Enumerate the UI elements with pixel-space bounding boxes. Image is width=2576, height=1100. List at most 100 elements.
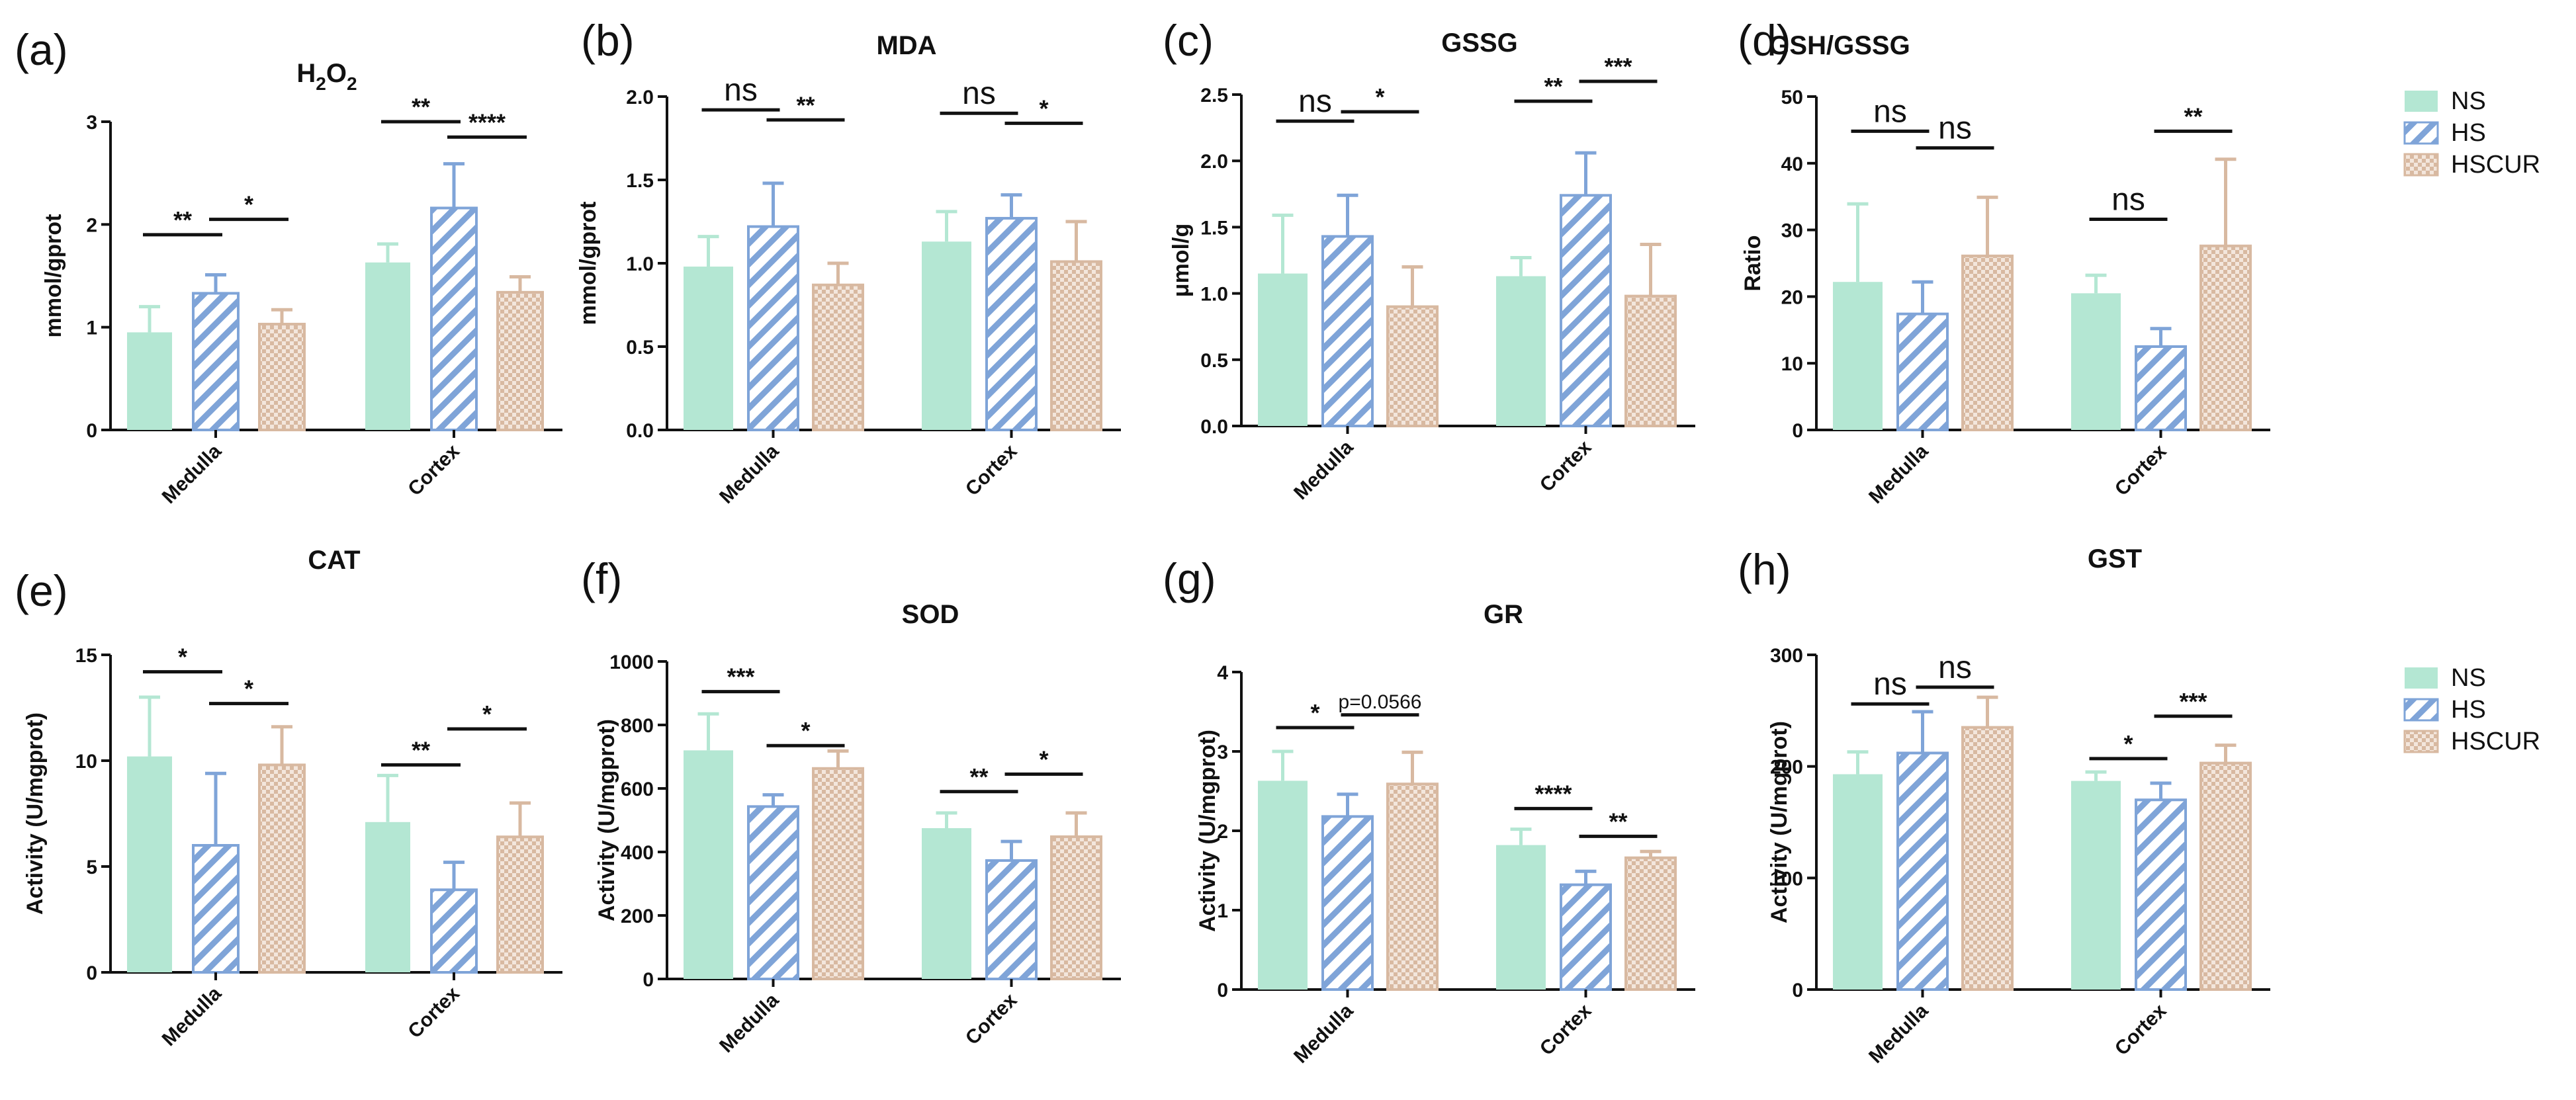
bar-hscur-medulla	[258, 323, 306, 431]
y-tick-label: 0.5	[1200, 350, 1228, 372]
legend-swatch-ns	[2405, 667, 2438, 689]
legend-label: HS	[2451, 119, 2486, 147]
panel-title: H2O2	[296, 59, 357, 94]
chart-panel-7: (g) GR 0 1 2 3 4 Activity (U/mgprot) Medulla Cort…	[1163, 554, 1695, 1068]
significance-label: **	[2184, 103, 2202, 130]
x-tick-label: Medulla	[715, 440, 783, 508]
legend-1: NS HS HSCUR	[2403, 87, 2540, 179]
panel-letter: (f)	[581, 554, 622, 603]
bar-hs-cortex	[1560, 883, 1612, 991]
legend-label: NS	[2451, 87, 2486, 115]
y-tick-label: 1.0	[626, 253, 654, 275]
legend-swatch-ns	[2405, 91, 2438, 112]
significance-label: p=0.0566	[1339, 691, 1422, 713]
bar-ns-medulla	[1258, 273, 1308, 426]
significance-label: *	[1039, 95, 1048, 122]
significance-label: ***	[727, 663, 754, 691]
significance-label: ns	[1873, 94, 1907, 129]
bar-ns-cortex	[365, 822, 410, 972]
significance-label: *	[2123, 730, 2133, 757]
x-tick-label: Medulla	[1290, 436, 1358, 504]
x-tick-label: Cortex	[961, 440, 1022, 500]
bar-ns-medulla	[1833, 282, 1883, 430]
bar-hscur-medulla	[812, 283, 864, 432]
significance-label: ns	[2111, 182, 2145, 217]
significance-label: ****	[468, 108, 506, 136]
y-tick-label: 1.5	[1200, 217, 1228, 239]
chart-panel-4: (d)GSH/GSSG 0 10 20 30 40 50 Ratio Medulla Cortex…	[1738, 16, 2270, 508]
x-tick-label: Cortex	[2111, 999, 2171, 1060]
y-tick-label: 3	[1217, 741, 1228, 763]
panel-title: CAT	[308, 546, 360, 575]
significance-label: **	[1544, 73, 1562, 100]
bar-ns-cortex	[2071, 293, 2121, 430]
panel-letter: (h)	[1738, 545, 1791, 594]
y-tick-label: 0	[1792, 420, 1803, 442]
significance-label: *	[1310, 699, 1319, 726]
bar-ns-cortex	[922, 828, 971, 979]
bar-ns-medulla	[1833, 774, 1883, 990]
bar-ns-cortex	[1496, 845, 1546, 990]
y-tick-label: 200	[1770, 757, 1803, 779]
legend-swatch-hs	[2403, 698, 2439, 722]
y-axis-label: μmol/g	[1169, 224, 1194, 297]
y-tick-label: 50	[1781, 87, 1803, 108]
chart-panel-3: (c) GSSG 0.0 0.5 1.0 1.5 2.0 2.5 μmol/g Medulla Co…	[1163, 16, 1695, 504]
y-tick-label: 400	[621, 842, 654, 864]
bar-hscur-medulla	[1961, 254, 2014, 431]
y-tick-label: 300	[1770, 645, 1803, 667]
y-tick-label: 5	[86, 857, 97, 878]
bar-hscur-cortex	[1624, 294, 1677, 427]
panel-title: SOD	[902, 600, 959, 629]
bar-hs-cortex	[985, 859, 1038, 980]
significance-label: **	[969, 763, 988, 790]
significance-label: ns	[1938, 650, 1972, 685]
bar-ns-medulla	[1258, 781, 1308, 990]
x-tick-label: Cortex	[1536, 999, 1596, 1060]
bar-hs-medulla	[1896, 312, 1949, 431]
x-tick-label: Cortex	[2111, 440, 2171, 500]
x-tick-label: Medulla	[1290, 999, 1358, 1068]
bar-hscur-medulla	[1386, 783, 1439, 991]
bar-hscur-cortex	[1050, 260, 1102, 432]
bar-hscur-cortex	[496, 290, 544, 431]
legends-layer: NS HS HSCUR NS HS HSCUR	[2403, 87, 2540, 755]
y-tick-label: 0.5	[626, 337, 654, 359]
title-subscript: 2	[316, 73, 326, 94]
y-tick-label: 0.0	[1200, 416, 1228, 438]
significance-label: **	[796, 91, 815, 118]
chart-panel-6: (f) SOD 0 200 400 600 800 1000 Activity (U/mgpro…	[581, 554, 1121, 1057]
panel-title: GST	[2088, 544, 2142, 573]
bar-hs-medulla	[747, 805, 799, 980]
y-tick-label: 0	[86, 420, 97, 442]
legend-swatch-hscur	[2403, 730, 2439, 753]
y-tick-label: 20	[1781, 286, 1803, 308]
y-tick-label: 1.5	[626, 170, 654, 192]
bar-hscur-cortex	[1050, 835, 1102, 980]
bar-ns-cortex	[365, 262, 410, 430]
y-axis-label: mmol/gprot	[41, 214, 66, 338]
y-tick-label: 2.5	[1200, 85, 1228, 106]
y-tick-label: 600	[621, 779, 654, 800]
bar-hscur-cortex	[2199, 761, 2252, 992]
y-tick-label: 30	[1781, 220, 1803, 242]
y-tick-label: 1	[86, 317, 97, 339]
panel-title: GSH/GSSG	[1769, 31, 1910, 60]
bar-hscur-cortex	[1624, 856, 1677, 992]
bar-hs-medulla	[747, 225, 799, 431]
bar-hs-medulla	[1321, 815, 1374, 992]
significance-label: ns	[962, 76, 996, 111]
y-tick-label: 1000	[609, 652, 654, 673]
bar-hscur-cortex	[2199, 244, 2252, 431]
significance-label: **	[412, 93, 430, 120]
significance-label: **	[412, 736, 430, 763]
significance-label: *	[178, 644, 187, 671]
y-axis-label: Activity (U/mgprot)	[594, 719, 619, 921]
bar-hscur-cortex	[496, 835, 544, 974]
y-tick-label: 2.0	[626, 87, 654, 108]
bar-hs-medulla	[192, 844, 240, 974]
significance-label: *	[244, 675, 253, 702]
